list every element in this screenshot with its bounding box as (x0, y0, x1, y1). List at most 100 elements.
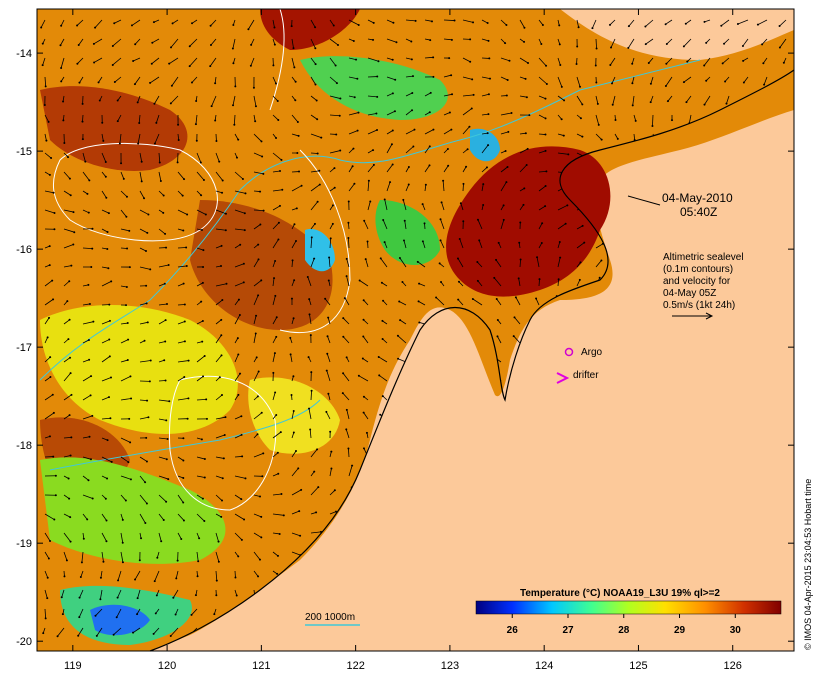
velocity-vector (63, 190, 71, 196)
velocity-vector-head (199, 161, 202, 164)
velocity-vector-head (108, 355, 111, 358)
velocity-vector (40, 19, 46, 28)
velocity-vector-head (235, 156, 238, 159)
velocity-vector (538, 170, 547, 173)
velocity-vector (139, 360, 151, 363)
velocity-vector-head (91, 414, 94, 417)
velocity-vector (381, 282, 388, 287)
velocity-vector (481, 93, 490, 97)
velocity-vector-head (465, 165, 468, 168)
velocity-vector-head (563, 99, 566, 102)
velocity-vector (595, 133, 602, 140)
velocity-vector-head (51, 279, 54, 282)
velocity-vector-head (82, 537, 85, 540)
velocity-vector (177, 397, 189, 401)
velocity-vector-head (401, 280, 404, 283)
velocity-vector-head (275, 413, 278, 416)
velocity-vector (417, 261, 426, 268)
velocity-vector-head (372, 149, 375, 152)
velocity-vector (291, 280, 295, 287)
velocity-vector-head (182, 229, 185, 232)
velocity-vector-head (108, 303, 111, 306)
velocity-vector-head (616, 137, 619, 140)
velocity-vector (405, 75, 414, 78)
velocity-vector-head (213, 613, 216, 616)
velocity-vector-head (188, 65, 191, 68)
velocity-vector-head (46, 597, 49, 600)
velocity-vector-head (292, 409, 295, 412)
velocity-vector (158, 380, 166, 382)
velocity-vector (154, 95, 160, 104)
velocity-vector-head (68, 414, 71, 417)
velocity-vector-head (382, 299, 385, 302)
velocity-vector (196, 282, 204, 287)
velocity-vector-head (544, 97, 547, 100)
velocity-vector-head (81, 102, 84, 105)
velocity-vector-head (50, 157, 53, 160)
velocity-vector (386, 130, 394, 135)
velocity-vector (481, 19, 488, 24)
velocity-vector (500, 76, 508, 81)
velocity-vector (82, 456, 92, 460)
velocity-vector-head (380, 281, 383, 284)
velocity-vector (253, 114, 256, 122)
velocity-vector-head (294, 80, 297, 83)
velocity-vector (82, 114, 84, 122)
velocity-vector (272, 353, 276, 363)
velocity-vector-head (182, 282, 185, 285)
velocity-vector-head (145, 502, 148, 505)
velocity-vector-head (310, 389, 313, 392)
velocity-vector (44, 190, 54, 194)
velocity-vector (82, 359, 90, 363)
velocity-vector-head (277, 472, 280, 475)
velocity-vector-head (89, 458, 92, 461)
velocity-vector-head (634, 119, 637, 122)
velocity-vector (44, 356, 51, 363)
velocity-vector-head (97, 81, 100, 84)
velocity-vector (342, 317, 350, 325)
velocity-vector (120, 375, 131, 382)
velocity-vector (310, 95, 317, 101)
velocity-vector-head (215, 140, 218, 143)
velocity-vector-head (201, 340, 204, 343)
velocity-vector-head (153, 102, 156, 105)
velocity-vector-head (725, 102, 728, 105)
velocity-vector (215, 335, 222, 344)
velocity-vector-head (87, 339, 90, 342)
velocity-vector (477, 219, 483, 230)
velocity-vector-head (339, 97, 342, 100)
velocity-vector (611, 76, 616, 84)
velocity-vector (76, 19, 84, 26)
velocity-vector-head (351, 464, 354, 467)
velocity-vector (234, 244, 241, 249)
velocity-vector (272, 260, 276, 268)
velocity-vector-head (506, 165, 509, 168)
velocity-vector (457, 258, 464, 268)
velocity-vector-head (398, 300, 401, 303)
velocity-vector-head (389, 181, 392, 184)
velocity-vector (117, 570, 122, 581)
velocity-vector-head (237, 353, 240, 356)
velocity-vector (253, 412, 262, 420)
velocity-vector (310, 170, 320, 173)
velocity-vector-head (510, 111, 513, 114)
velocity-vector (609, 19, 616, 26)
velocity-vector-head (308, 407, 311, 410)
velocity-vector-head (200, 438, 203, 441)
velocity-vector (650, 76, 654, 84)
velocity-vector-head (164, 340, 167, 343)
velocity-vector-head (476, 279, 479, 282)
velocity-vector-head (87, 211, 90, 214)
velocity-vector-head (121, 541, 124, 544)
colorbar-gradient (475, 600, 782, 615)
velocity-vector-head (439, 239, 442, 242)
velocity-vector-head (106, 231, 109, 234)
velocity-vector (44, 376, 51, 382)
velocity-vector-head (428, 111, 431, 114)
cool-patch-ne (375, 200, 440, 265)
velocity-vector (329, 95, 341, 99)
velocity-vector-head (412, 145, 415, 148)
velocity-vector-head (299, 534, 302, 537)
velocity-vector-head (201, 319, 204, 322)
velocity-vector-head (259, 495, 262, 498)
